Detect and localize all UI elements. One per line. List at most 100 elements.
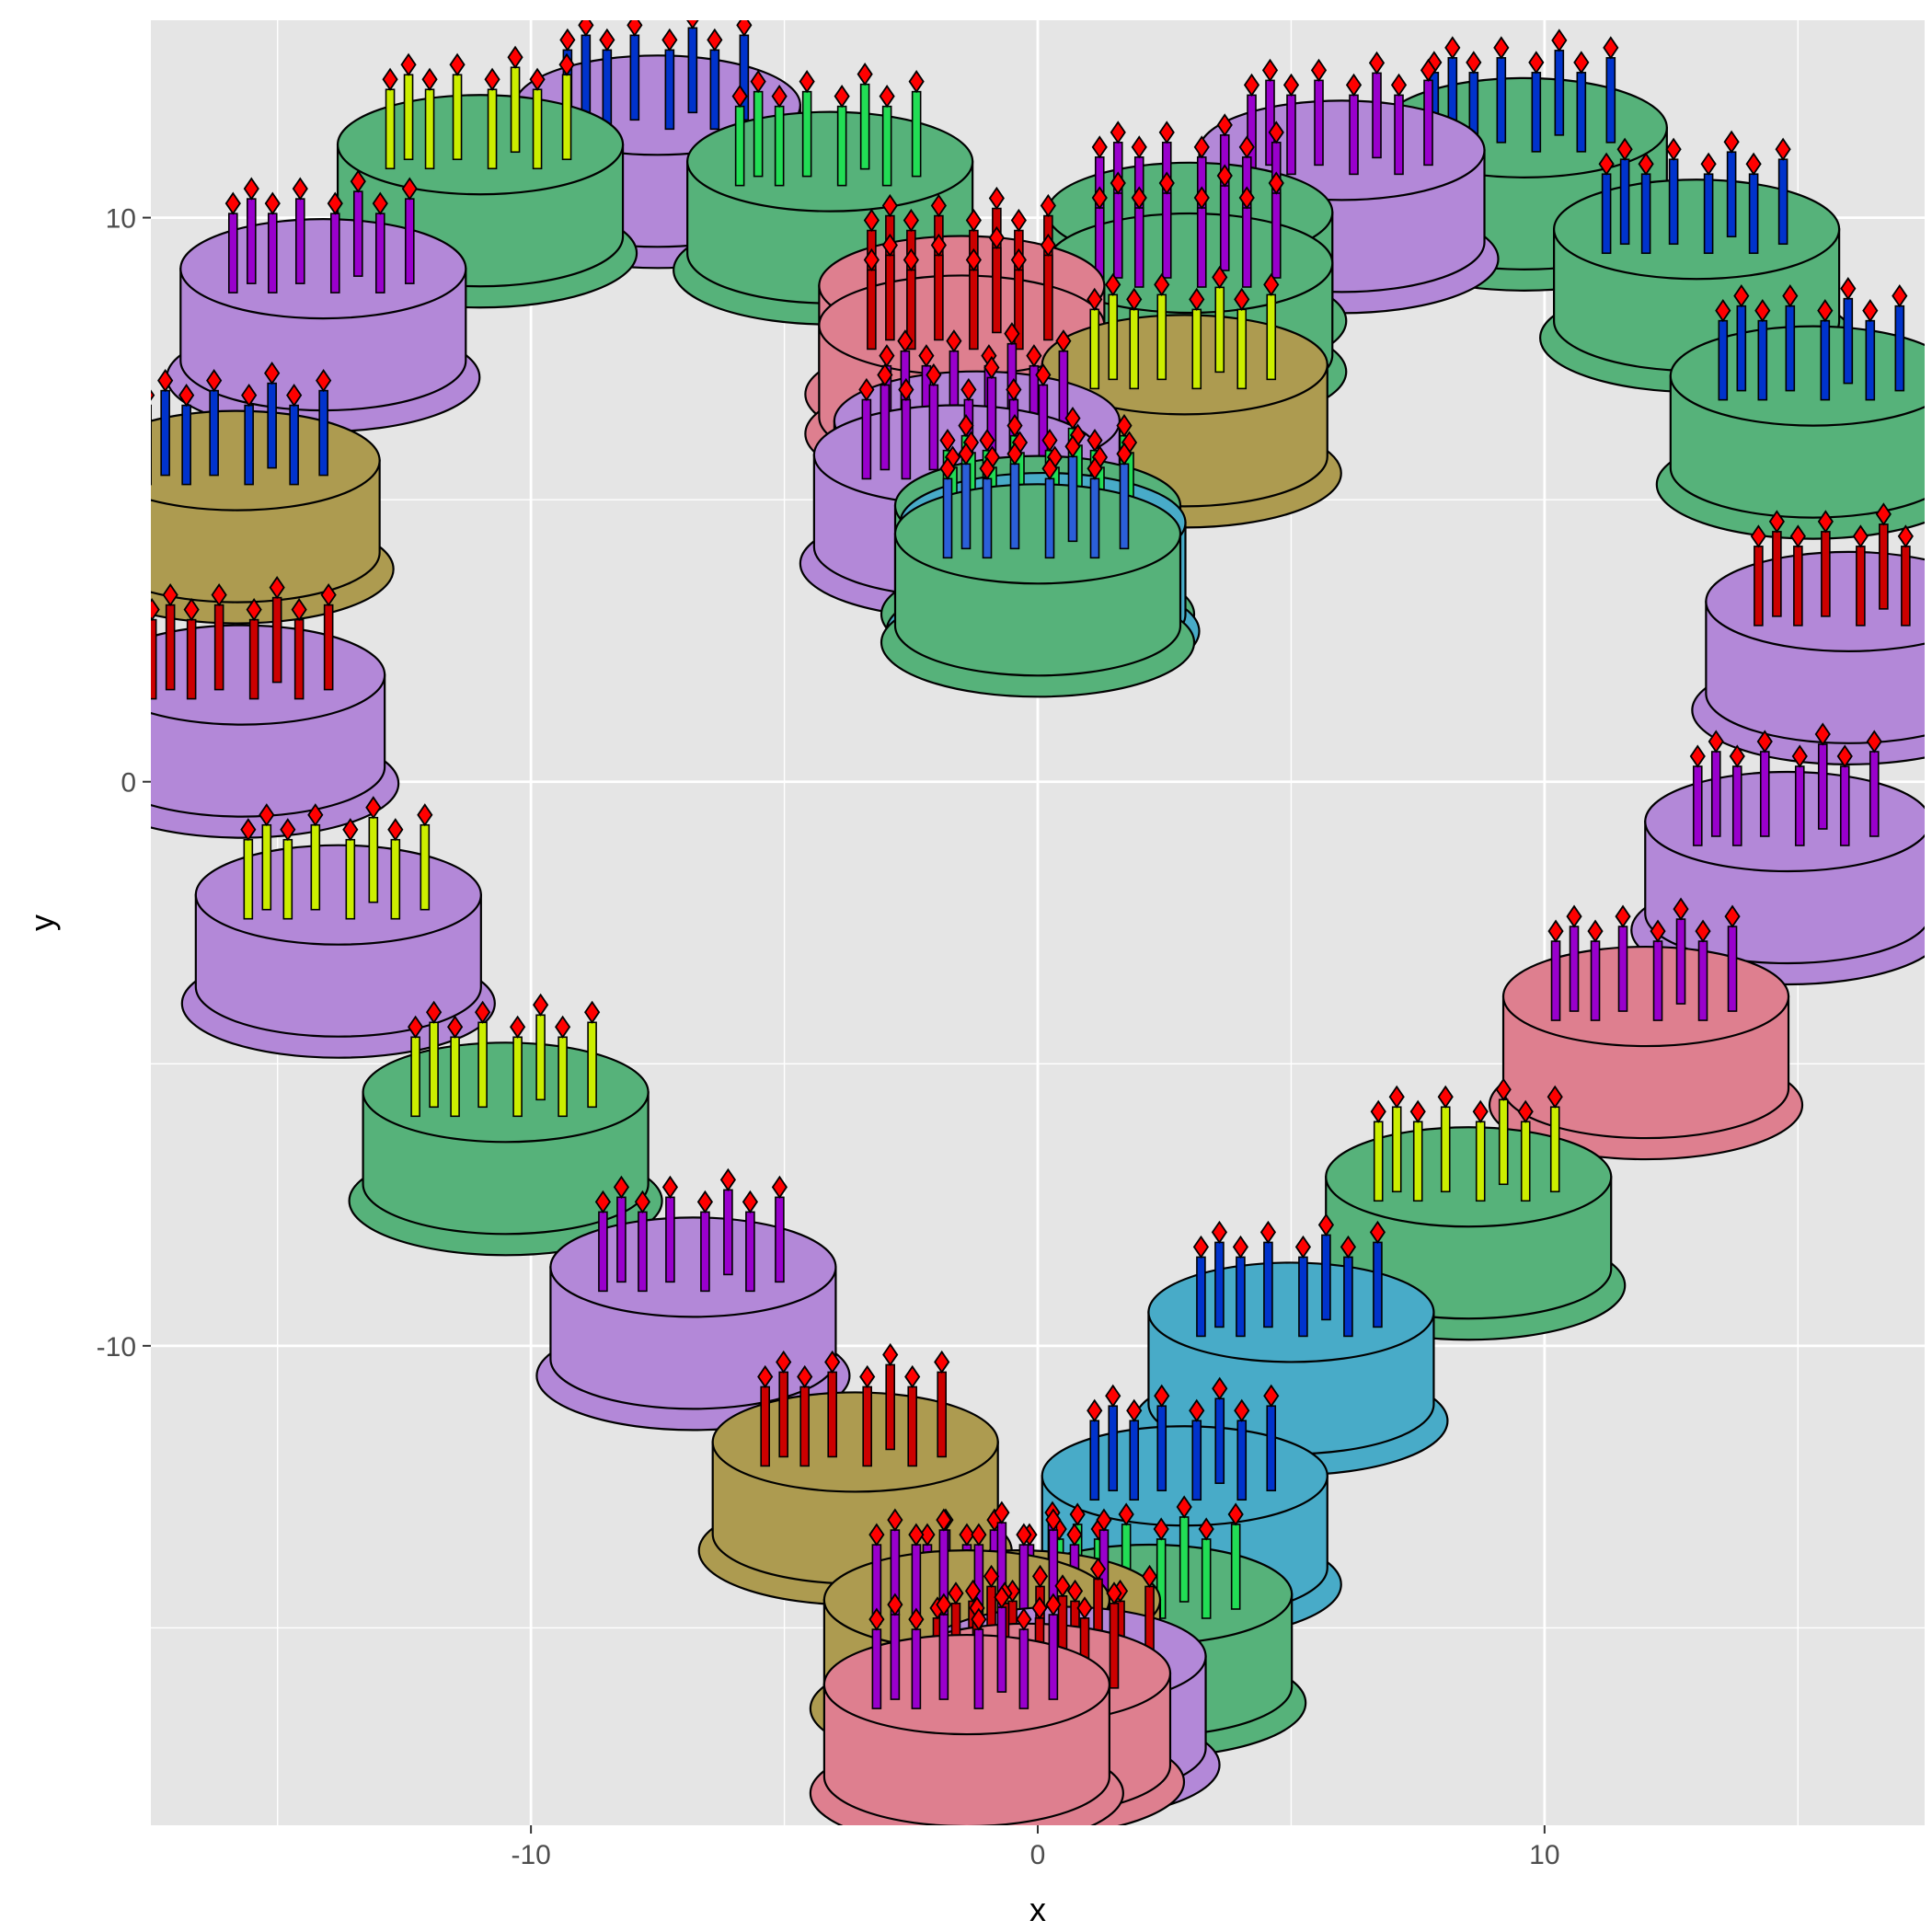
- candle: [1879, 523, 1889, 610]
- candle: [561, 74, 572, 161]
- y-axis: -10 0 10: [97, 204, 151, 1363]
- candle: [745, 1211, 755, 1293]
- candle: [1236, 308, 1248, 390]
- candle: [1112, 192, 1123, 279]
- candle-flame: [834, 85, 850, 109]
- candle: [1314, 79, 1324, 167]
- candle-flame: [1789, 524, 1806, 548]
- candle-flame: [559, 28, 576, 52]
- candle: [709, 49, 720, 131]
- y-axis-title: y: [23, 914, 61, 931]
- candle-flame: [1472, 1099, 1489, 1123]
- candle: [1576, 72, 1587, 153]
- candle: [801, 90, 812, 178]
- candle-flame: [824, 1350, 841, 1374]
- candle: [934, 254, 944, 341]
- candle: [487, 88, 498, 170]
- candle-flame: [1897, 524, 1914, 548]
- candle-flame: [1216, 113, 1233, 137]
- candle: [911, 90, 922, 178]
- candle: [1018, 1628, 1029, 1709]
- candle: [1839, 765, 1850, 846]
- candle: [753, 90, 764, 178]
- candle-flame: [151, 389, 155, 401]
- candle-flame: [206, 369, 223, 393]
- candle-flame: [183, 597, 200, 622]
- candle: [477, 1021, 488, 1109]
- candle-flame: [1216, 164, 1233, 188]
- candle: [1373, 1121, 1384, 1202]
- candle-flame: [983, 355, 1000, 380]
- candle-flame: [259, 803, 275, 827]
- candle: [774, 105, 785, 187]
- candle: [209, 389, 219, 477]
- candle-flame: [1006, 377, 1022, 402]
- candle: [778, 1371, 788, 1458]
- candle-flame: [307, 803, 324, 827]
- candle-flame: [1105, 272, 1121, 296]
- cake-marker: [151, 575, 400, 839]
- candle: [1675, 918, 1686, 1005]
- candle: [734, 105, 745, 187]
- candle-flame: [1232, 1235, 1249, 1259]
- candle: [293, 618, 305, 700]
- candle: [1710, 751, 1721, 837]
- candle-flame: [1212, 1376, 1228, 1400]
- candle-flame: [1126, 287, 1143, 311]
- candle-flame: [1040, 193, 1056, 218]
- candle-flame: [1154, 272, 1170, 296]
- candle-flame: [1665, 137, 1682, 161]
- candle-flame: [1192, 1235, 1210, 1259]
- candle: [723, 1189, 733, 1276]
- cake-top: [893, 483, 1182, 585]
- candle-flame: [908, 1607, 925, 1631]
- candle: [294, 198, 305, 284]
- candle: [992, 247, 1002, 334]
- candle-flame: [1118, 1502, 1134, 1526]
- candle-flame: [1006, 414, 1023, 438]
- candle: [1119, 463, 1130, 550]
- cake-top: [822, 1633, 1110, 1736]
- candle-flame: [1528, 51, 1545, 75]
- candle-flame: [1041, 429, 1058, 453]
- candle: [429, 1021, 439, 1109]
- candle-flame: [1016, 1607, 1032, 1631]
- candle: [1241, 207, 1252, 288]
- candle-flame: [264, 362, 281, 385]
- candle-flame: [742, 1190, 759, 1213]
- candle-flame: [971, 1523, 987, 1547]
- candle: [1129, 308, 1140, 390]
- candle-flame: [1268, 171, 1284, 195]
- candle-flame: [1091, 186, 1108, 210]
- candle-flame: [696, 1190, 714, 1213]
- candle: [404, 198, 415, 284]
- candle-flame: [1238, 186, 1255, 210]
- candle: [1759, 751, 1770, 837]
- candle: [1391, 1106, 1402, 1193]
- candle-flame: [1715, 299, 1731, 323]
- candle-flame: [280, 818, 296, 842]
- candle-flame: [934, 1350, 950, 1374]
- candle: [598, 1211, 608, 1293]
- candle: [1089, 1420, 1100, 1501]
- candle-flame: [558, 52, 575, 76]
- candle: [982, 477, 993, 559]
- candle-flame: [1126, 1398, 1143, 1422]
- candle-flame: [959, 1523, 975, 1547]
- candle-flame: [1211, 1220, 1228, 1245]
- candle-flame: [555, 1015, 571, 1039]
- candle-flame: [1116, 414, 1133, 438]
- candle-flame: [1723, 130, 1740, 154]
- candle: [1440, 1106, 1451, 1193]
- candle: [1043, 254, 1053, 341]
- candle-flame: [1096, 1508, 1112, 1532]
- x-tick-label: -10: [511, 1840, 550, 1870]
- candle: [450, 1036, 460, 1118]
- candle: [532, 88, 543, 170]
- candle-flame: [1212, 265, 1228, 289]
- candle-flame: [1064, 434, 1081, 458]
- candle-flame: [211, 582, 227, 607]
- candle-flame: [979, 456, 995, 480]
- candle-flame: [1069, 1502, 1086, 1526]
- candle: [1757, 319, 1768, 401]
